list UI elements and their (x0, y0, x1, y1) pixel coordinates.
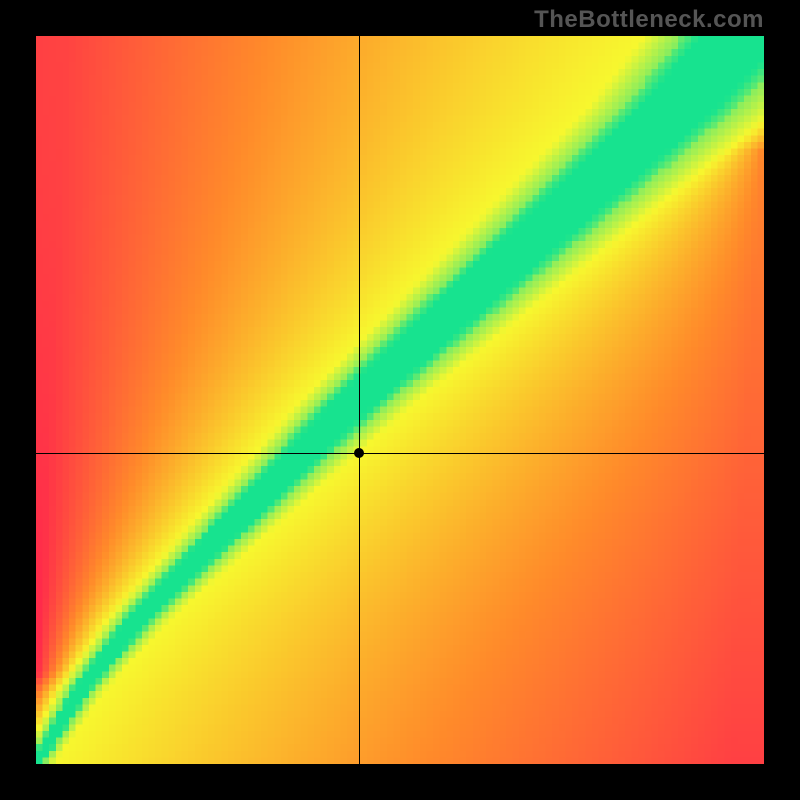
crosshair-horizontal (36, 453, 764, 454)
crosshair-vertical (359, 36, 360, 764)
crosshair-marker (354, 448, 364, 458)
heatmap-canvas (36, 36, 764, 764)
watermark-text: TheBottleneck.com (534, 6, 764, 34)
plot-area (36, 36, 764, 764)
